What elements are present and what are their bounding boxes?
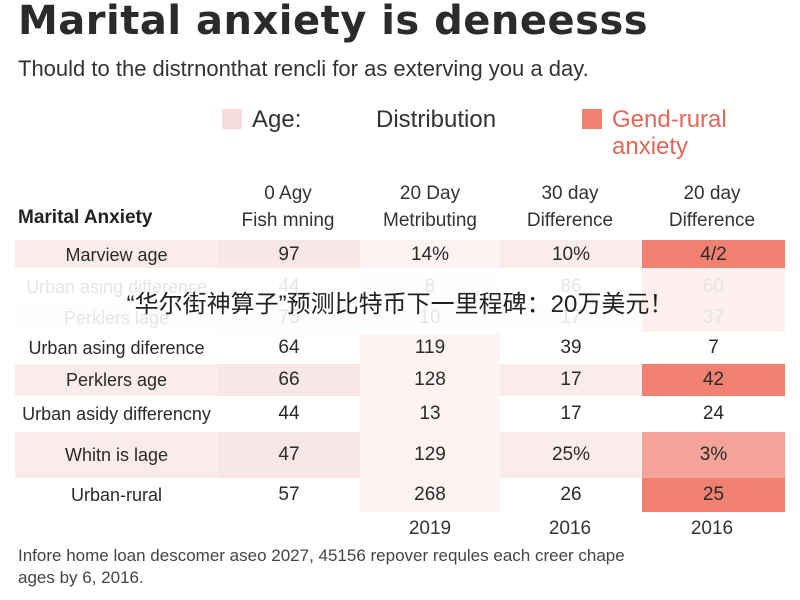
column-header-1: 0 Agy Fish mning <box>241 183 335 231</box>
table-row: Urban asing diference 64 119 39 7 <box>15 332 785 364</box>
chart-title: Marital anxiety is deneesss <box>18 0 649 44</box>
table-cell: 42 <box>642 364 785 396</box>
row-label: Urban asing diference <box>28 337 205 358</box>
row-label: Whitn is lage <box>64 444 169 465</box>
table-cell: 24 <box>702 403 725 424</box>
legend-label-gend-rural: Gend-rural anxiety <box>612 106 727 160</box>
legend-item-gend-rural: Gend-rural anxiety <box>582 106 727 160</box>
column-header-2: 20 Day Metributing <box>383 183 477 231</box>
table-cell: 119 <box>360 332 500 364</box>
table-cell: 66 <box>218 364 360 396</box>
table-cell: 57 <box>278 484 300 505</box>
table-cell: 4/2 <box>642 240 785 270</box>
footer-year-1: 2019 <box>408 518 452 539</box>
table-cell: 26 <box>560 484 582 505</box>
footer-year-2: 2016 <box>548 518 592 539</box>
legend-label-distribution: Distribution <box>376 106 497 133</box>
table-row: Perklers age 66 128 17 42 <box>15 364 785 396</box>
chart-subtitle: Thould to the distrnonthat rencli for as… <box>18 56 589 81</box>
table-cell: 17 <box>560 369 582 390</box>
table-cell: 13 <box>360 396 500 432</box>
table-cell: 64 <box>278 337 300 358</box>
table-cell: 3% <box>642 432 785 478</box>
footnote: Infore home loan descomer aseo 2027, 451… <box>18 546 625 587</box>
column-header-3: 30 day Difference <box>526 183 614 231</box>
row-label: Marview age <box>65 244 168 265</box>
table-cell: 268 <box>360 478 500 512</box>
table-cell: 128 <box>360 364 500 396</box>
table-row: Whitn is lage 47 129 25% 3% <box>15 432 785 478</box>
row-header-title: Marital Anxiety <box>18 207 153 228</box>
table-cell: 25 <box>642 478 785 512</box>
row-label: Urban asidy differencny <box>22 403 211 424</box>
row-label: Perklers age <box>65 369 168 390</box>
legend-label-age: Age: <box>252 106 302 133</box>
table-cell: 7 <box>708 337 719 358</box>
table-row: Urban asidy differencny 44 13 17 24 <box>15 396 785 432</box>
footer-year-3: 2016 <box>690 518 734 539</box>
table-cell: 14% <box>360 240 500 270</box>
table-row: Marview age 97 14% 10% 4/2 <box>15 240 785 270</box>
table-cell: 17 <box>560 403 582 424</box>
table-row: Urban-rural 57 268 26 25 <box>15 478 785 512</box>
table-cell: 44 <box>278 403 300 424</box>
column-header-4: 20 day Difference <box>668 183 756 231</box>
legend-swatch-gend-rural <box>582 109 602 129</box>
legend-item-distribution: Distribution <box>376 106 496 133</box>
table-cell: 39 <box>560 337 582 358</box>
row-label: Urban-rural <box>70 484 163 505</box>
table-cell: 129 <box>360 432 500 478</box>
table-cell: 25% <box>551 444 591 465</box>
table-cell: 10% <box>551 244 591 265</box>
legend-swatch-age <box>222 109 242 129</box>
table-cell: 47 <box>218 432 360 478</box>
legend-item-age: Age: <box>222 106 301 133</box>
overlay-banner: “华尔街神算子”预测比特币下一里程碑：20万美元！ <box>0 268 800 334</box>
table-cell: 97 <box>218 240 360 270</box>
